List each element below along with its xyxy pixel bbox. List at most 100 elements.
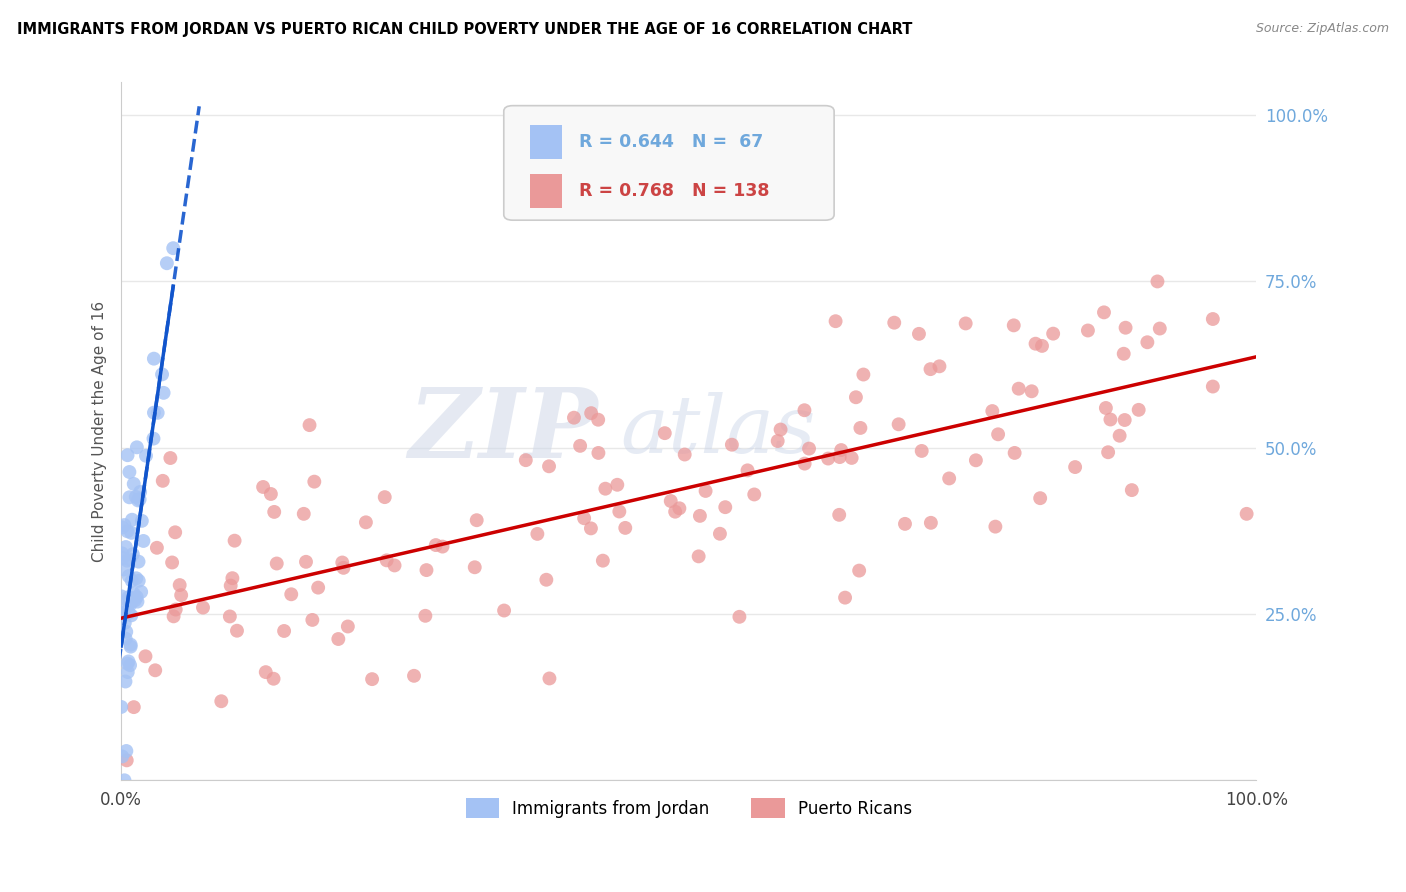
Point <box>328 632 350 646</box>
Point <box>766 434 789 448</box>
Point <box>984 519 1007 533</box>
Text: Source: ZipAtlas.com: Source: ZipAtlas.com <box>1256 22 1389 36</box>
Point <box>384 558 406 573</box>
Point <box>273 624 295 638</box>
Point <box>908 326 931 341</box>
Point <box>607 504 630 518</box>
Point <box>920 362 942 376</box>
Point <box>150 368 173 382</box>
Point <box>579 521 602 535</box>
Point <box>298 418 321 433</box>
Point <box>695 483 717 498</box>
Point <box>117 590 139 604</box>
Point <box>121 547 143 561</box>
Point <box>887 417 910 432</box>
Point <box>464 560 486 574</box>
Point <box>170 588 193 602</box>
Point <box>494 603 516 617</box>
Point <box>987 427 1010 442</box>
Point <box>122 476 145 491</box>
Point <box>224 533 246 548</box>
Point <box>1021 384 1043 399</box>
Text: R = 0.768   N = 138: R = 0.768 N = 138 <box>579 182 769 200</box>
Point <box>1115 320 1137 334</box>
Point <box>1112 347 1135 361</box>
Point <box>111 749 134 764</box>
Point <box>569 439 592 453</box>
Point <box>114 602 136 616</box>
Point <box>928 359 950 374</box>
Point <box>219 579 242 593</box>
Point <box>120 608 142 623</box>
Point <box>120 658 142 673</box>
Point <box>714 500 737 515</box>
Point <box>118 491 141 505</box>
Point <box>111 520 134 534</box>
Point <box>538 672 561 686</box>
Point <box>112 518 135 533</box>
Point <box>797 442 820 456</box>
Point <box>118 569 141 583</box>
Point <box>526 527 548 541</box>
Point <box>1029 491 1052 505</box>
Point <box>688 549 710 564</box>
Point <box>307 581 329 595</box>
Point <box>361 672 384 686</box>
Point <box>1114 413 1136 427</box>
Point <box>301 613 323 627</box>
Point <box>128 492 150 507</box>
FancyBboxPatch shape <box>503 105 834 220</box>
Point <box>830 443 852 458</box>
Point <box>375 553 398 567</box>
Point <box>162 609 184 624</box>
Point <box>292 507 315 521</box>
Point <box>117 524 139 539</box>
Point <box>132 533 155 548</box>
Point <box>118 606 141 620</box>
Point <box>1097 445 1119 459</box>
Point <box>1108 428 1130 442</box>
Point <box>536 573 558 587</box>
Point <box>111 606 134 620</box>
Point <box>260 487 283 501</box>
Point <box>769 423 792 437</box>
Point <box>737 463 759 477</box>
Point <box>689 508 711 523</box>
Point <box>114 773 136 788</box>
Point <box>562 410 585 425</box>
Point <box>111 550 134 565</box>
Point <box>415 608 437 623</box>
Point <box>112 562 135 576</box>
Point <box>332 561 354 575</box>
Point <box>586 413 609 427</box>
Point <box>122 700 145 714</box>
Point <box>668 501 690 516</box>
Point <box>134 649 156 664</box>
Point <box>127 594 149 608</box>
Point <box>824 314 846 328</box>
Point <box>920 516 942 530</box>
Point <box>588 446 610 460</box>
Point <box>160 556 183 570</box>
Point <box>1099 412 1122 426</box>
Point <box>120 525 142 540</box>
Point <box>515 453 537 467</box>
Point <box>793 457 815 471</box>
Text: R = 0.644   N =  67: R = 0.644 N = 67 <box>579 133 763 151</box>
Text: ZIP: ZIP <box>408 384 598 478</box>
Point <box>1002 318 1025 333</box>
Point <box>118 591 141 605</box>
Point <box>1095 401 1118 415</box>
Point <box>1136 335 1159 350</box>
Point <box>111 546 134 560</box>
Point <box>124 593 146 607</box>
Point <box>817 451 839 466</box>
Text: atlas: atlas <box>620 392 815 470</box>
Point <box>793 403 815 417</box>
Point <box>1121 483 1143 497</box>
Point <box>1008 382 1031 396</box>
Point <box>911 444 934 458</box>
Point <box>938 471 960 485</box>
Y-axis label: Child Poverty Under the Age of 16: Child Poverty Under the Age of 16 <box>93 301 107 562</box>
Point <box>129 485 152 500</box>
